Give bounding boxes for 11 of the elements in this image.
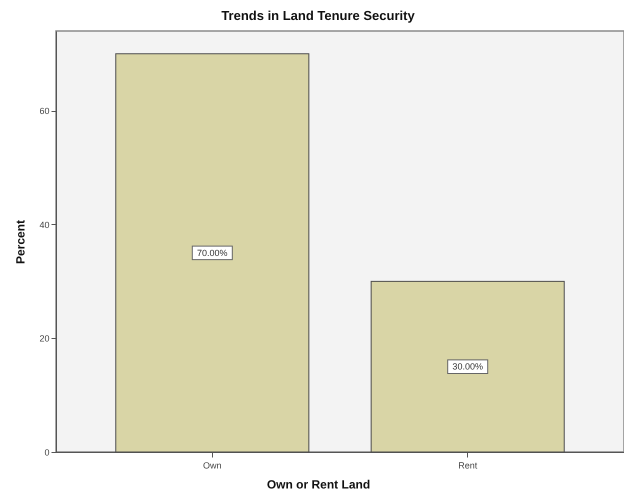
y-tick-label: 20 xyxy=(39,334,50,344)
y-tick-label: 0 xyxy=(44,448,50,458)
x-tick-label: Own xyxy=(203,460,222,470)
y-tick-label: 40 xyxy=(39,220,50,230)
x-axis-title: Own or Rent Land xyxy=(266,478,370,492)
y-axis-title: Percent xyxy=(13,220,28,264)
chart-title: Trends in Land Tenure Security xyxy=(221,8,416,23)
data-label: 30.00% xyxy=(452,362,483,372)
x-tick-label: Rent xyxy=(458,460,478,470)
y-tick-label: 60 xyxy=(39,106,50,116)
data-label: 70.00% xyxy=(197,248,228,258)
